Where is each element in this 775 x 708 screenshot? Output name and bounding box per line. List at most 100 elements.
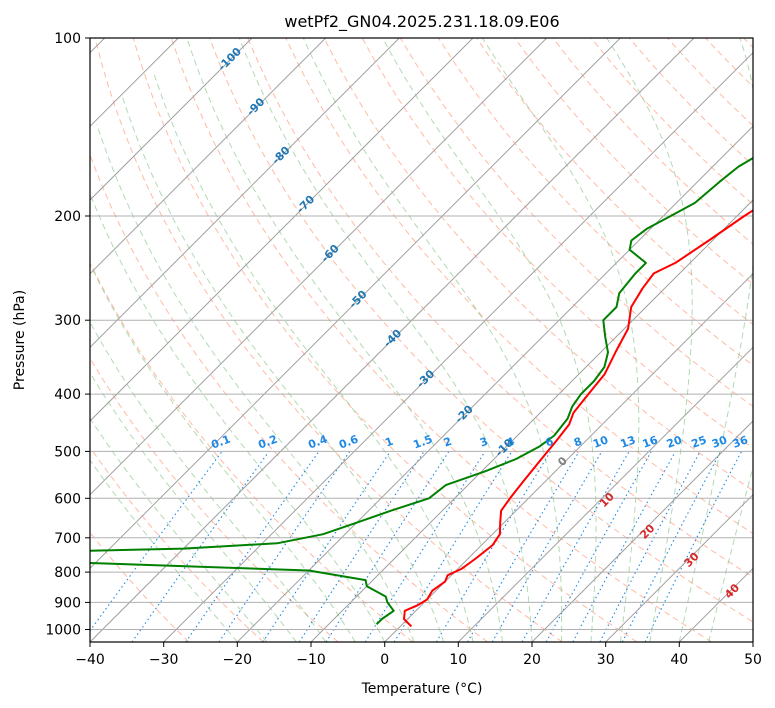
moist-adiabats bbox=[90, 38, 753, 642]
isotherm-line bbox=[90, 38, 253, 201]
isotherm-line bbox=[310, 199, 753, 642]
isotherm-line bbox=[90, 38, 548, 496]
y-tick-label: 600 bbox=[54, 491, 81, 507]
profiles bbox=[90, 156, 753, 628]
isotherm-line bbox=[90, 38, 474, 422]
dry-adiabat-line bbox=[132, 38, 638, 642]
y-axis: 100 200 300 400 500 600 700 800 900 1000 bbox=[45, 31, 90, 639]
y-tick-label: 300 bbox=[54, 313, 81, 329]
mixing-ratio-label: 4 bbox=[505, 435, 517, 450]
mixing-ratio-label: 30 bbox=[710, 433, 729, 451]
mixing-ratio-label: 0.1 bbox=[210, 433, 233, 452]
moist-adiabat-line bbox=[606, 38, 693, 642]
x-tick-label: −30 bbox=[149, 652, 179, 668]
dry-adiabat-line bbox=[209, 38, 753, 623]
isotherm-line bbox=[163, 51, 753, 642]
isotherm-line bbox=[90, 38, 695, 642]
isotherms bbox=[90, 38, 753, 642]
moist-adiabat-line bbox=[238, 38, 533, 642]
y-axis-label: Pressure (hPa) bbox=[12, 290, 28, 390]
dry-adiabat-line bbox=[90, 446, 264, 642]
x-tick-label: 40 bbox=[670, 652, 688, 668]
mixing-ratio-label: 0.2 bbox=[256, 433, 279, 452]
mixing-ratio-label: 36 bbox=[731, 433, 750, 451]
mixing-ratio-label: 1 bbox=[383, 435, 395, 450]
dry-adiabat-line bbox=[170, 38, 712, 642]
moist-adiabat-line bbox=[186, 38, 503, 642]
y-tick-label: 500 bbox=[54, 444, 81, 460]
moist-adiabat-line bbox=[90, 371, 297, 642]
dry-adiabat-line bbox=[94, 38, 563, 642]
x-tick-label: −20 bbox=[223, 652, 253, 668]
mixing-ratio-label: 20 bbox=[665, 433, 684, 451]
mixing-ratio-line bbox=[545, 451, 652, 642]
moist-adiabat-line bbox=[90, 417, 268, 642]
y-tick-label: 900 bbox=[54, 595, 81, 611]
mixing-ratio-line bbox=[298, 451, 425, 642]
x-axis: −40 −30 −20 −10 0 10 20 30 40 50 bbox=[75, 642, 762, 668]
x-tick-label: 20 bbox=[523, 652, 541, 668]
moist-adiabat-line bbox=[708, 465, 753, 642]
mixing-ratio-label: 0.4 bbox=[306, 433, 329, 452]
y-tick-label: 100 bbox=[54, 31, 81, 47]
dry-adiabat-line bbox=[285, 38, 753, 535]
isotherm-line bbox=[90, 38, 327, 275]
moist-adiabat-line bbox=[153, 73, 474, 642]
temperature-profile bbox=[403, 209, 753, 628]
x-tick-label: 30 bbox=[597, 652, 615, 668]
x-tick-label: −10 bbox=[296, 652, 326, 668]
dry-adiabat-line bbox=[514, 38, 753, 285]
moist-adiabat-line bbox=[90, 262, 356, 642]
chart-title: wetPf2_GN04.2025.231.18.09.E06 bbox=[284, 12, 559, 32]
mixing-ratio-line bbox=[325, 451, 450, 642]
pressure-gridlines bbox=[90, 38, 753, 630]
x-axis-label: Temperature (°C) bbox=[361, 681, 483, 697]
isotherm-line bbox=[605, 493, 753, 642]
mixing-ratio-label: 25 bbox=[690, 433, 709, 450]
mixing-ratio-label: 3 bbox=[478, 435, 490, 450]
isotherm-line bbox=[90, 38, 621, 570]
moist-adiabat-line bbox=[90, 321, 327, 642]
y-tick-label: 1000 bbox=[45, 623, 81, 639]
dry-adiabat-line bbox=[323, 38, 753, 492]
moist-adiabat-line bbox=[302, 38, 563, 642]
mixing-ratio-line bbox=[467, 451, 580, 642]
isotherm-line bbox=[384, 272, 753, 642]
x-tick-label: 50 bbox=[744, 652, 762, 668]
mixing-ratio-line bbox=[185, 451, 320, 642]
plot-frame bbox=[89, 37, 754, 643]
mixing-ratio-label: 2 bbox=[442, 435, 454, 450]
dewpoint-profile bbox=[90, 156, 753, 626]
isotherm-line bbox=[531, 420, 753, 642]
mixing-ratio-line bbox=[364, 451, 486, 642]
y-tick-label: 200 bbox=[54, 209, 81, 225]
mixing-ratio-line bbox=[218, 451, 351, 642]
mixing-ratio-label: 16 bbox=[641, 433, 660, 451]
mixing-ratio-label: 6 bbox=[544, 435, 556, 450]
isotherm-line bbox=[236, 125, 753, 642]
moist-adiabat-line bbox=[678, 38, 753, 642]
mixing-ratio-label: 13 bbox=[619, 433, 638, 450]
isotherm-line bbox=[457, 346, 753, 642]
mixing-ratio-line bbox=[262, 451, 391, 642]
x-tick-label: 10 bbox=[449, 652, 467, 668]
isotherm-line bbox=[90, 38, 400, 349]
moist-adiabat-line bbox=[481, 38, 640, 642]
y-tick-label: 800 bbox=[54, 565, 81, 581]
dry-adiabats bbox=[90, 38, 753, 642]
mixing-ratio-label: 1.5 bbox=[412, 433, 435, 452]
dry-adiabat-line bbox=[476, 38, 753, 326]
mixing-ratio-label: 10 bbox=[591, 433, 610, 451]
x-tick-label: −40 bbox=[75, 652, 105, 668]
mixing-ratio-line bbox=[572, 451, 676, 642]
dry-adiabat-line bbox=[247, 38, 753, 578]
dry-adiabat-line bbox=[90, 261, 414, 642]
y-tick-label: 400 bbox=[54, 387, 81, 403]
mixing-ratio-label: 8 bbox=[572, 435, 584, 450]
mixing-ratio-line bbox=[435, 451, 552, 642]
mixing-ratio-label: 0.6 bbox=[337, 433, 360, 452]
x-tick-label: 0 bbox=[380, 652, 389, 668]
moist-adiabat-line bbox=[382, 38, 597, 642]
y-tick-label: 700 bbox=[54, 531, 81, 547]
